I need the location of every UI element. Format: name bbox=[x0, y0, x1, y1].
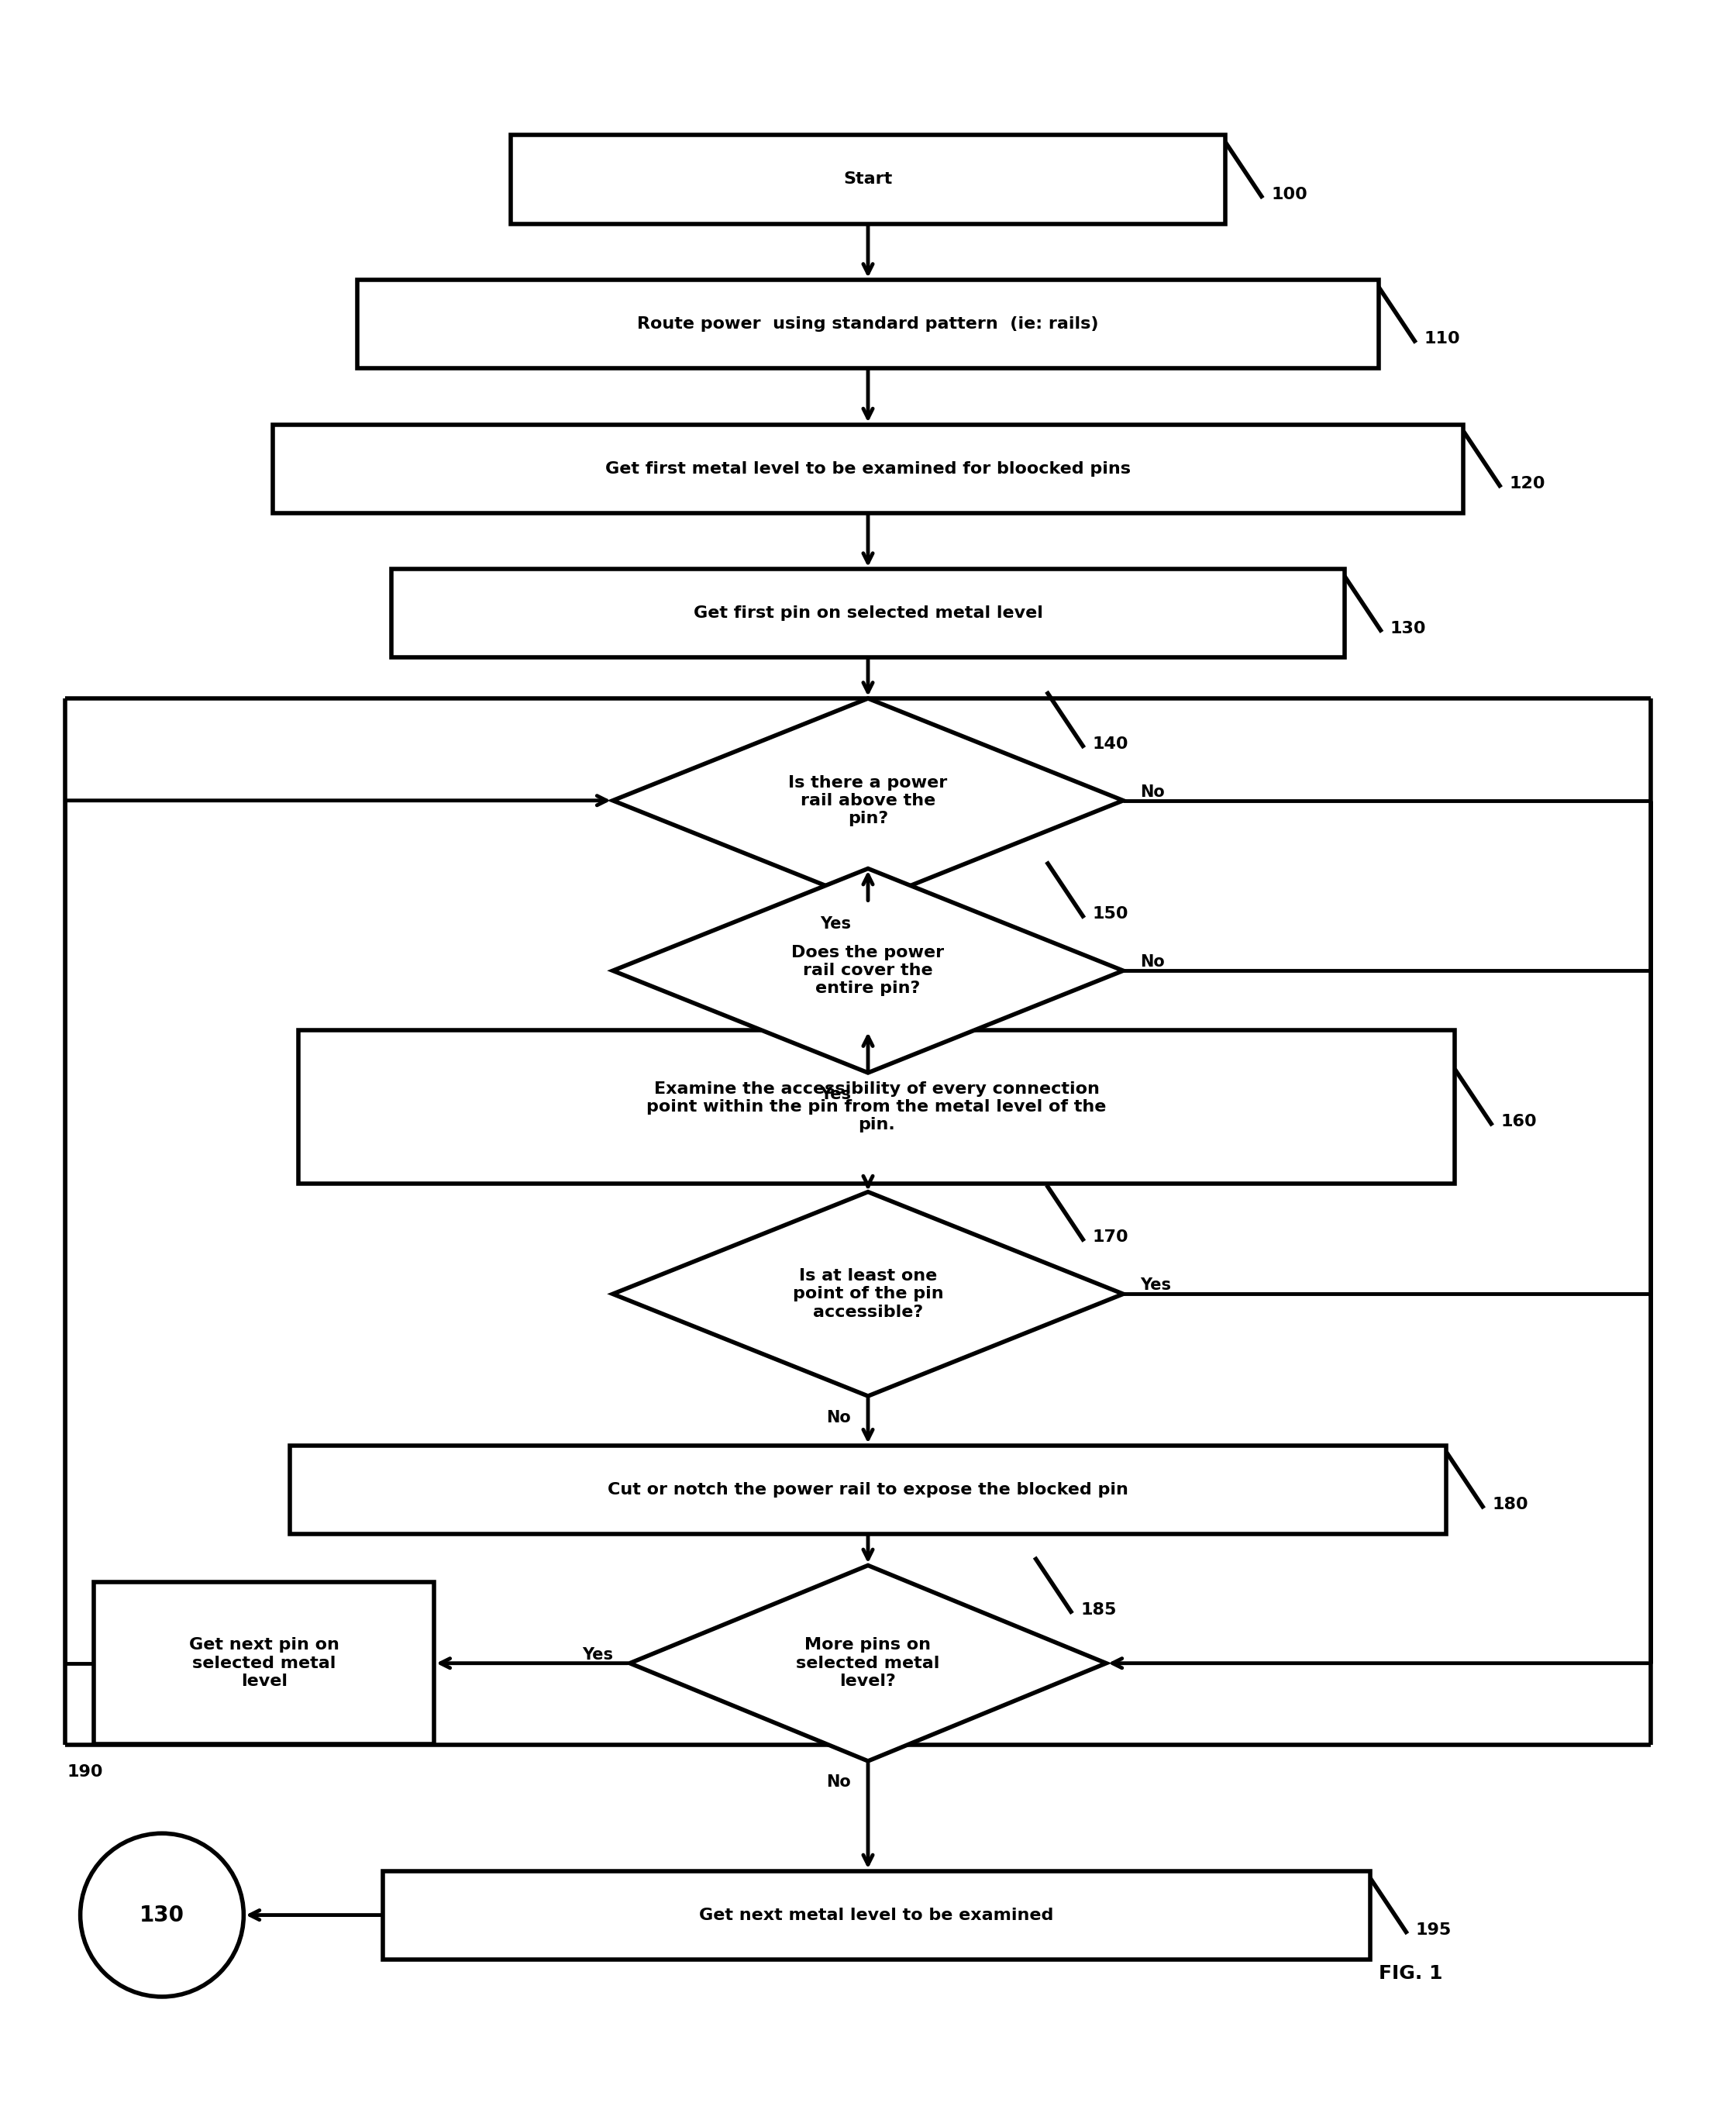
FancyBboxPatch shape bbox=[510, 136, 1226, 225]
Text: 170: 170 bbox=[1092, 1230, 1128, 1244]
Text: Yes: Yes bbox=[582, 1647, 613, 1662]
Text: Get first metal level to be examined for bloocked pins: Get first metal level to be examined for… bbox=[606, 460, 1130, 477]
Text: 190: 190 bbox=[68, 1764, 104, 1781]
Text: No: No bbox=[826, 1410, 851, 1425]
Polygon shape bbox=[613, 697, 1123, 903]
FancyBboxPatch shape bbox=[392, 568, 1344, 657]
FancyBboxPatch shape bbox=[94, 1582, 434, 1745]
FancyBboxPatch shape bbox=[384, 1870, 1370, 1959]
FancyBboxPatch shape bbox=[273, 424, 1463, 513]
Text: 185: 185 bbox=[1080, 1603, 1116, 1618]
Text: Yes: Yes bbox=[1141, 1278, 1172, 1293]
Polygon shape bbox=[613, 1191, 1123, 1397]
Text: Cut or notch the power rail to expose the blocked pin: Cut or notch the power rail to expose th… bbox=[608, 1482, 1128, 1497]
Text: No: No bbox=[1141, 954, 1165, 971]
Text: Route power  using standard pattern  (ie: rails): Route power using standard pattern (ie: … bbox=[637, 316, 1099, 333]
Text: 130: 130 bbox=[1391, 621, 1427, 636]
Text: 195: 195 bbox=[1417, 1923, 1451, 1938]
Circle shape bbox=[80, 1834, 243, 1997]
Polygon shape bbox=[613, 869, 1123, 1073]
Text: Get next pin on
selected metal
level: Get next pin on selected metal level bbox=[189, 1637, 339, 1690]
Text: 150: 150 bbox=[1092, 907, 1128, 922]
Text: Get next metal level to be examined: Get next metal level to be examined bbox=[700, 1908, 1054, 1923]
Text: 160: 160 bbox=[1502, 1113, 1536, 1130]
Text: FIG. 1: FIG. 1 bbox=[1378, 1965, 1443, 1982]
Text: Does the power
rail cover the
entire pin?: Does the power rail cover the entire pin… bbox=[792, 946, 944, 996]
Text: Is there a power
rail above the
pin?: Is there a power rail above the pin? bbox=[788, 774, 948, 827]
Text: 140: 140 bbox=[1092, 736, 1128, 753]
Text: More pins on
selected metal
level?: More pins on selected metal level? bbox=[797, 1637, 939, 1690]
FancyBboxPatch shape bbox=[290, 1446, 1446, 1535]
FancyBboxPatch shape bbox=[358, 280, 1378, 369]
Text: 120: 120 bbox=[1509, 475, 1545, 492]
Text: Start: Start bbox=[844, 172, 892, 187]
Text: Is at least one
point of the pin
accessible?: Is at least one point of the pin accessi… bbox=[793, 1268, 943, 1321]
Text: No: No bbox=[826, 1774, 851, 1789]
Text: 130: 130 bbox=[139, 1904, 184, 1925]
Text: 100: 100 bbox=[1271, 187, 1307, 201]
Polygon shape bbox=[630, 1565, 1106, 1762]
FancyBboxPatch shape bbox=[299, 1030, 1455, 1183]
Text: Yes: Yes bbox=[819, 1085, 851, 1102]
Text: Examine the accessibility of every connection
point within the pin from the meta: Examine the accessibility of every conne… bbox=[646, 1081, 1106, 1132]
Text: Yes: Yes bbox=[819, 916, 851, 931]
Text: Get first pin on selected metal level: Get first pin on selected metal level bbox=[693, 606, 1043, 621]
Text: 110: 110 bbox=[1424, 331, 1460, 348]
Text: No: No bbox=[1141, 784, 1165, 799]
Text: 180: 180 bbox=[1493, 1497, 1528, 1512]
